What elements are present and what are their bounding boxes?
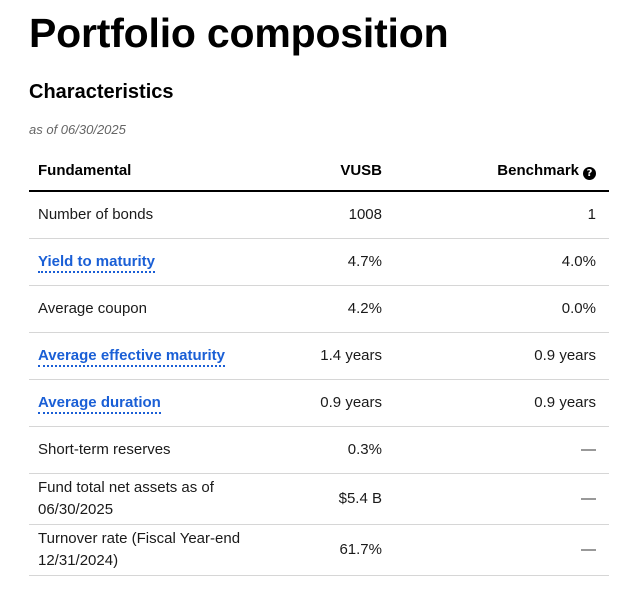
- average-duration-link[interactable]: Average duration: [38, 394, 161, 414]
- row-fund-value: 1008: [348, 206, 382, 223]
- row-fund-value: 4.2%: [347, 300, 382, 317]
- average-effective-maturity-link[interactable]: Average effective maturity: [38, 347, 226, 367]
- row-label-cell: Yield to maturity: [29, 251, 259, 273]
- row-benchmark-value: 4.0%: [561, 253, 596, 270]
- header-benchmark: Benchmark: [497, 161, 579, 179]
- row-label: Average coupon: [38, 300, 147, 317]
- row-benchmark-value: —: [581, 441, 596, 458]
- row-fund-value: 61.7%: [339, 541, 382, 558]
- row-fund-value: 4.7%: [347, 253, 382, 270]
- table-row: Fund total net assets as of 06/30/2025 $…: [29, 474, 609, 525]
- yield-to-maturity-link[interactable]: Yield to maturity: [38, 253, 155, 273]
- row-benchmark-value: 1: [587, 206, 596, 223]
- row-label: Short-term reserves: [38, 441, 171, 458]
- row-fund-value: 0.9 years: [320, 394, 382, 411]
- table-row: Number of bonds 1008 1: [29, 192, 609, 239]
- row-benchmark-value: —: [581, 541, 596, 558]
- row-benchmark-value: 0.9 years: [534, 394, 596, 411]
- table-row: Yield to maturity 4.7% 4.0%: [29, 239, 609, 286]
- page-title: Portfolio composition: [29, 10, 449, 56]
- row-fund-value: 1.4 years: [320, 347, 382, 364]
- header-fundamental: Fundamental: [38, 161, 132, 179]
- row-benchmark-value: 0.9 years: [534, 347, 596, 364]
- table-header-row: Fundamental VUSB Benchmark?: [29, 151, 609, 192]
- row-label: Fund total net assets as of 06/30/2025: [38, 479, 214, 518]
- row-label-cell: Average duration: [29, 392, 259, 414]
- row-label: Number of bonds: [38, 206, 154, 223]
- table-row: Average duration 0.9 years 0.9 years: [29, 380, 609, 427]
- header-fund: VUSB: [340, 161, 382, 179]
- section-title: Characteristics: [29, 81, 174, 103]
- header-benchmark-cell: Benchmark?: [382, 160, 596, 182]
- row-label-cell: Average effective maturity: [29, 345, 259, 367]
- table-row: Average effective maturity 1.4 years 0.9…: [29, 333, 609, 380]
- row-benchmark-value: 0.0%: [561, 300, 596, 317]
- as-of-date: as of 06/30/2025: [29, 122, 126, 137]
- info-icon[interactable]: ?: [583, 166, 596, 180]
- row-benchmark-value: —: [581, 490, 596, 507]
- row-fund-value: $5.4 B: [338, 490, 382, 507]
- row-label: Turnover rate (Fiscal Year-end 12/31/202…: [38, 530, 241, 569]
- table-row: Average coupon 4.2% 0.0%: [29, 286, 609, 333]
- table-row: Turnover rate (Fiscal Year-end 12/31/202…: [29, 525, 609, 576]
- table-row: Short-term reserves 0.3% —: [29, 427, 609, 474]
- characteristics-table: Fundamental VUSB Benchmark? Number of bo…: [29, 151, 609, 576]
- row-fund-value: 0.3%: [347, 441, 382, 458]
